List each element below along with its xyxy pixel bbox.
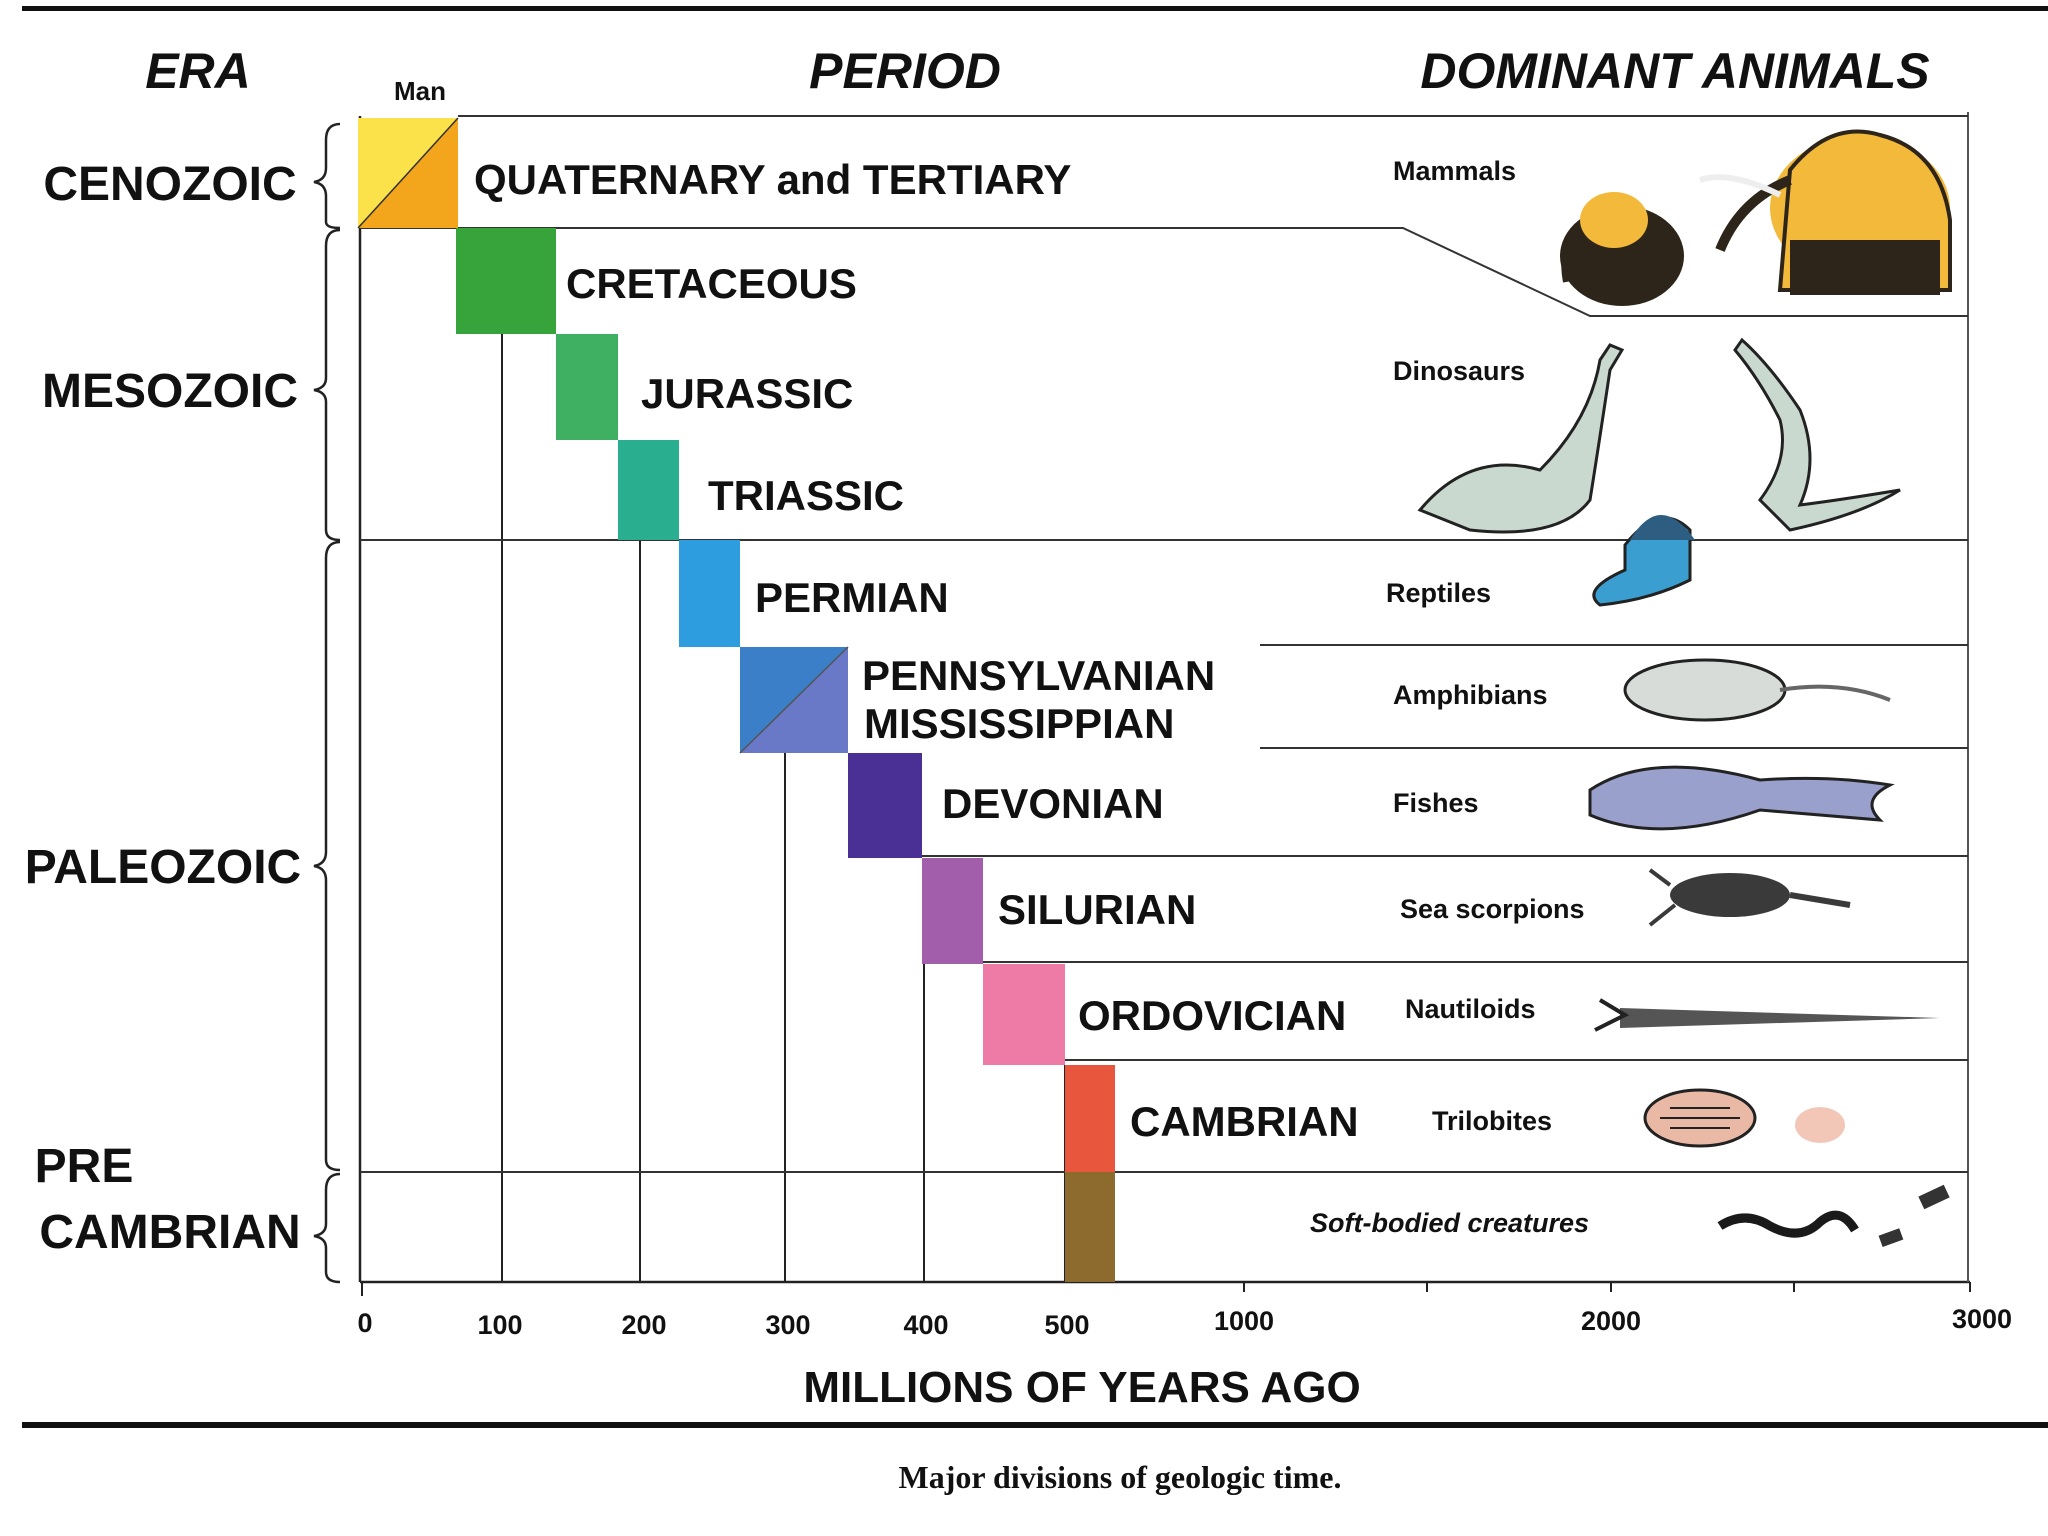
x-tick-300: 300 xyxy=(765,1310,810,1340)
brace-paleozoic xyxy=(313,540,341,1172)
soft-bodied-illustration xyxy=(1717,1184,1950,1248)
period-label-cambrian: CAMBRIAN xyxy=(1130,1098,1359,1145)
period-block-ordovician xyxy=(983,964,1065,1065)
animal-label-nautiloids: Nautiloids xyxy=(1405,994,1536,1024)
header-dominant-animals: DOMINANT ANIMALS xyxy=(1420,43,1929,99)
period-label-pennsylvanian: PENNSYLVANIAN xyxy=(862,652,1215,699)
amphibian-illustration xyxy=(1623,658,1891,722)
bottom-rule xyxy=(22,1422,2048,1428)
nautiloid-illustration xyxy=(1594,998,1940,1032)
period-block-triassic xyxy=(618,440,679,540)
era-label-precambrian-line1: PRE xyxy=(35,1140,134,1193)
figure-caption: Major divisions of geologic time. xyxy=(899,1459,1342,1495)
axis-ticks xyxy=(361,1282,1971,1296)
animal-label-fishes: Fishes xyxy=(1393,788,1479,818)
period-label-permian: PERMIAN xyxy=(755,574,949,621)
animal-label-sea-scorpions: Sea scorpions xyxy=(1400,894,1585,924)
period-block-cretaceous xyxy=(456,228,556,334)
dinosaur-illustration xyxy=(1417,337,1901,534)
header-era: ERA xyxy=(145,43,251,99)
header-period: PERIOD xyxy=(809,43,1001,99)
x-axis-label: MILLIONS OF YEARS AGO xyxy=(803,1363,1360,1412)
chart-frame xyxy=(358,112,1970,1284)
period-label-jurassic: JURASSIC xyxy=(641,370,853,417)
animal-label-soft-bodied: Soft-bodied creatures xyxy=(1310,1208,1589,1238)
brace-mesozoic xyxy=(313,228,341,542)
era-label-mesozoic: MESOZOIC xyxy=(42,365,298,418)
x-tick-1000: 1000 xyxy=(1214,1306,1274,1336)
mammal-illustration xyxy=(1560,129,1952,306)
x-tick-500: 500 xyxy=(1044,1310,1089,1340)
animal-label-amphibians: Amphibians xyxy=(1393,680,1548,710)
period-label-triassic: TRIASSIC xyxy=(708,472,904,519)
period-label-devonian: DEVONIAN xyxy=(942,780,1164,827)
brace-cenozoic xyxy=(313,122,341,230)
x-tick-2000: 2000 xyxy=(1581,1306,1641,1336)
era-label-precambrian-line2: CAMBRIAN xyxy=(39,1206,300,1259)
era-label-paleozoic: PALEOZOIC xyxy=(25,841,301,894)
top-rule xyxy=(22,6,2048,11)
animal-label-dinosaurs: Dinosaurs xyxy=(1393,356,1525,386)
period-label-silurian: SILURIAN xyxy=(998,886,1196,933)
animal-label-reptiles: Reptiles xyxy=(1386,578,1491,608)
trilobite-illustration xyxy=(1643,1088,1845,1148)
period-label-ordovician: ORDOVICIAN xyxy=(1078,992,1346,1039)
x-tick-100: 100 xyxy=(477,1310,522,1340)
period-blocks xyxy=(357,117,1115,1282)
period-block-silurian xyxy=(922,858,983,964)
fish-illustration xyxy=(1588,765,1895,831)
period-label-cretaceous: CRETACEOUS xyxy=(566,260,857,307)
era-label-cenozoic: CENOZOIC xyxy=(43,158,296,211)
sea-scorpion-illustration xyxy=(1648,868,1851,927)
animal-label-trilobites: Trilobites xyxy=(1432,1106,1552,1136)
period-block-devonian xyxy=(848,753,922,858)
reptile-illustration xyxy=(1592,515,1695,607)
animal-label-mammals: Mammals xyxy=(1393,156,1516,186)
era-braces xyxy=(313,122,341,1284)
period-label-quaternary-tertiary: QUATERNARY and TERTIARY xyxy=(474,156,1071,203)
period-label-mississippian: MISSISSIPPIAN xyxy=(864,700,1174,747)
period-block-cambrian xyxy=(1065,1065,1115,1172)
period-block-permian xyxy=(679,540,740,647)
x-tick-400: 400 xyxy=(903,1310,948,1340)
x-tick-200: 200 xyxy=(621,1310,666,1340)
period-block-precambrian xyxy=(1065,1172,1115,1282)
x-tick-3000: 3000 xyxy=(1952,1304,2012,1334)
period-block-jurassic xyxy=(556,334,618,440)
x-tick-0: 0 xyxy=(357,1308,372,1338)
brace-precambrian xyxy=(313,1172,341,1284)
man-label: Man xyxy=(394,76,446,106)
